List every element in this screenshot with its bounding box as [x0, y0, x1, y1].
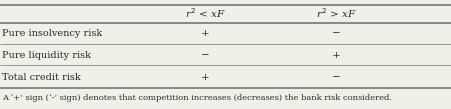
Text: A ‘+’ sign (‘-’ sign) denotes that competition increases (decreases) the bank ri: A ‘+’ sign (‘-’ sign) denotes that compe…: [2, 94, 392, 102]
Text: Total credit risk: Total credit risk: [2, 73, 81, 82]
Text: +: +: [201, 73, 210, 82]
Text: Pure liquidity risk: Pure liquidity risk: [2, 51, 91, 60]
Text: −: −: [331, 29, 341, 38]
Text: +: +: [331, 51, 341, 60]
Text: r$^2$ > xF: r$^2$ > xF: [316, 6, 356, 20]
Text: r$^2$ < xF: r$^2$ < xF: [185, 6, 226, 20]
Text: +: +: [201, 29, 210, 38]
Text: Pure insolvency risk: Pure insolvency risk: [2, 29, 102, 38]
Text: −: −: [201, 51, 210, 60]
Text: −: −: [331, 73, 341, 82]
